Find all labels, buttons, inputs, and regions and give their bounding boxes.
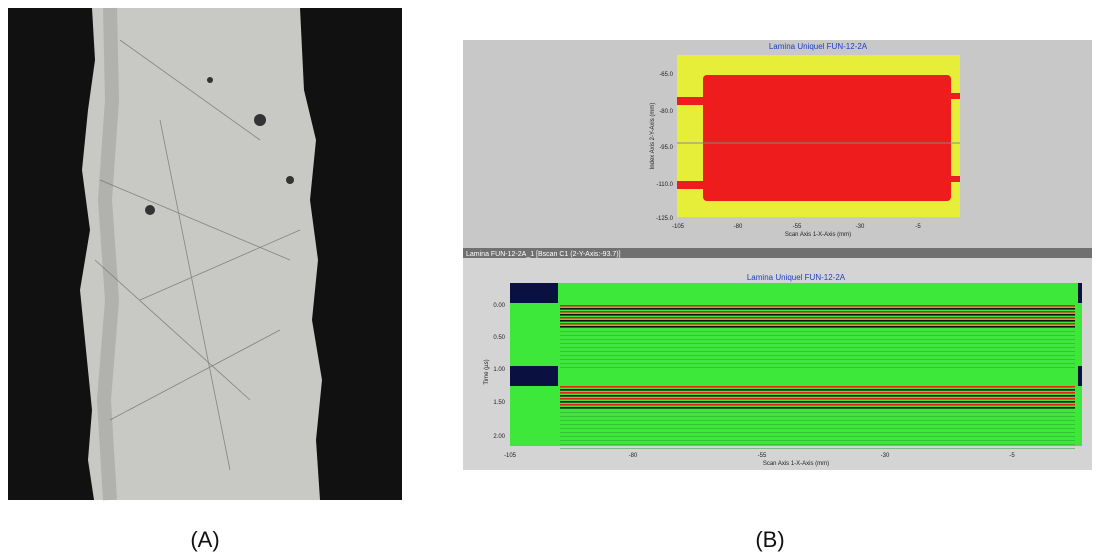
ringing bbox=[560, 335, 1075, 336]
x-tick-label: -80 bbox=[629, 453, 638, 459]
ringing bbox=[560, 416, 1075, 417]
echo-band bbox=[560, 398, 1075, 400]
cscan-title: Lamina Uniquel FUN-12-2A bbox=[769, 42, 868, 51]
ringing bbox=[560, 363, 1075, 364]
echo-band bbox=[560, 308, 1075, 310]
echo-band bbox=[560, 389, 1075, 391]
bscan-title: Lamina Uniquel FUN-12-2A bbox=[747, 273, 846, 282]
cscan-x-label: Scan Axis 1-X-Axis (mm) bbox=[785, 232, 851, 238]
y-tick-label: -125.0 bbox=[656, 216, 674, 222]
ringing bbox=[560, 420, 1075, 421]
y-tick-label: -110.0 bbox=[656, 182, 673, 188]
y-tick-label: -65.0 bbox=[659, 72, 673, 78]
figure: Lamina FUN-12-2A_1 [Bscan C1 (2-Y-Axis:-… bbox=[0, 0, 1100, 554]
x-tick-label: -105 bbox=[672, 224, 685, 230]
ringing bbox=[560, 436, 1075, 437]
x-tick-label: -55 bbox=[758, 453, 767, 459]
ringing bbox=[560, 432, 1075, 433]
ringing bbox=[560, 343, 1075, 344]
x-tick-label: -30 bbox=[856, 224, 865, 230]
bscan-plot bbox=[510, 283, 1082, 446]
y-tick-label: 1.00 bbox=[493, 367, 505, 373]
window-title: Lamina FUN-12-2A_1 [Bscan C1 (2-Y-Axis:-… bbox=[466, 251, 621, 258]
ringing bbox=[560, 331, 1075, 332]
x-tick-label: -105 bbox=[504, 453, 517, 459]
x-tick-label: -5 bbox=[915, 224, 921, 230]
ringing bbox=[560, 424, 1075, 425]
echo-band bbox=[560, 404, 1075, 406]
micrograph bbox=[8, 8, 402, 500]
echo-band bbox=[560, 314, 1075, 316]
echo-band bbox=[560, 320, 1075, 322]
echo-band bbox=[560, 386, 1075, 388]
y-tick-label: -80.0 bbox=[659, 109, 673, 115]
cscan-y-label: Index Axis 2-Y-Axis (mm) bbox=[650, 103, 656, 170]
echo-band bbox=[560, 401, 1075, 403]
y-tick-label: 0.00 bbox=[493, 303, 505, 309]
ringing bbox=[560, 359, 1075, 360]
ringing bbox=[560, 444, 1075, 445]
echo-band bbox=[560, 407, 1075, 409]
x-tick-label: -80 bbox=[734, 224, 743, 230]
panel-label: (A) bbox=[190, 527, 219, 552]
echo-band bbox=[560, 323, 1075, 325]
echo-band bbox=[560, 395, 1075, 397]
x-tick-label: -55 bbox=[793, 224, 802, 230]
ringing bbox=[560, 347, 1075, 348]
y-tick-label: 1.50 bbox=[493, 400, 505, 406]
echo-band bbox=[560, 305, 1075, 307]
x-tick-label: -5 bbox=[1009, 453, 1015, 459]
ringing bbox=[560, 339, 1075, 340]
y-tick-label: 2.00 bbox=[493, 434, 505, 440]
x-tick-label: -30 bbox=[881, 453, 890, 459]
echo-band bbox=[560, 392, 1075, 394]
page: Lamina FUN-12-2A_1 [Bscan C1 (2-Y-Axis:-… bbox=[0, 0, 1100, 554]
ringing bbox=[560, 367, 1075, 368]
bscan-y-label: Time (µs) bbox=[484, 359, 490, 384]
ringing bbox=[560, 351, 1075, 352]
echo-band bbox=[560, 326, 1075, 328]
echo-band bbox=[560, 317, 1075, 319]
ringing bbox=[560, 428, 1075, 429]
echo-band bbox=[560, 311, 1075, 313]
ringing bbox=[560, 355, 1075, 356]
ringing bbox=[560, 448, 1075, 449]
y-tick-label: 0.50 bbox=[493, 335, 505, 341]
y-tick-label: -95.0 bbox=[659, 145, 673, 151]
cscan-signal bbox=[703, 75, 951, 201]
ringing bbox=[560, 440, 1075, 441]
ringing bbox=[560, 412, 1075, 413]
bscan-x-label: Scan Axis 1-X-Axis (mm) bbox=[763, 461, 829, 467]
panel-label: (B) bbox=[755, 527, 784, 552]
